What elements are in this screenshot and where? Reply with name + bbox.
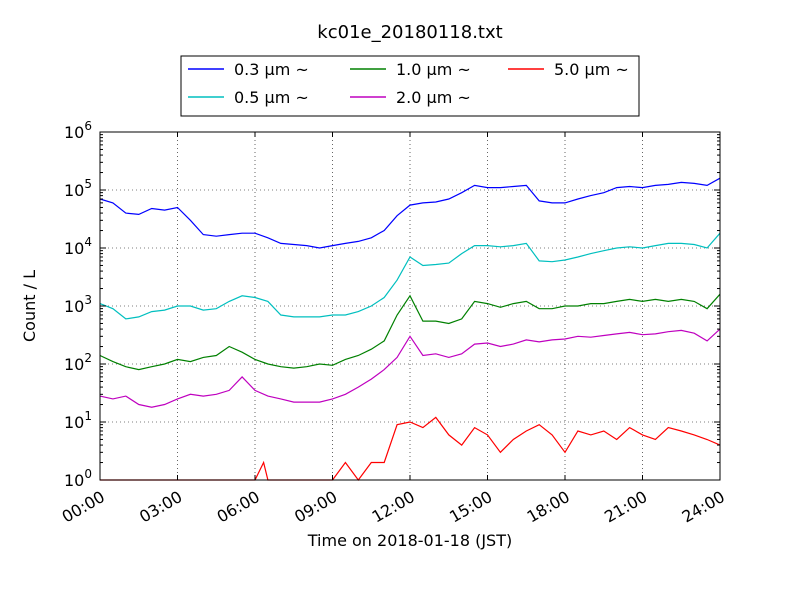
y-tick-label: 100 xyxy=(64,467,92,490)
x-tick-label: 00:00 xyxy=(59,487,108,527)
y-tick-label: 102 xyxy=(64,351,92,374)
legend: 0.3 μm ~ 0.5 μm ~ 1.0 μm ~ 2.0 μm ~ 5.0 μm ~ xyxy=(180,55,640,117)
y-tick-label: 103 xyxy=(64,293,92,316)
legend-label-0: 0.3 μm ~ xyxy=(234,60,309,79)
y-axis-label: Count / L xyxy=(20,270,39,342)
legend-label-2: 1.0 μm ~ xyxy=(396,60,471,79)
legend-label-1: 0.5 μm ~ xyxy=(234,88,309,107)
legend-label-4: 5.0 μm ~ xyxy=(554,60,629,79)
legend-label-3: 2.0 μm ~ xyxy=(396,88,471,107)
x-axis-label: Time on 2018-01-18 (JST) xyxy=(307,531,512,550)
series-lines xyxy=(99,177,721,482)
x-tick-label: 09:00 xyxy=(291,487,340,527)
chart-title: kc01e_20180118.txt xyxy=(317,22,502,43)
series-line-1 xyxy=(99,232,721,320)
x-tick-label: 21:00 xyxy=(601,487,650,527)
x-tick-label: 03:00 xyxy=(136,487,185,527)
y-tick-label: 106 xyxy=(64,119,92,142)
y-axis-ticks: 100 101 102 103 104 105 106 xyxy=(64,119,720,490)
x-axis-ticks: 00:00 03:00 06:00 09:00 12:00 15:00 18:00 21:00… xyxy=(59,132,728,527)
series-line-4 xyxy=(100,416,721,482)
x-tick-label: 24:00 xyxy=(679,487,728,527)
x-tick-label: 12:00 xyxy=(369,487,418,527)
y-tick-label: 104 xyxy=(64,235,92,258)
series-line-3 xyxy=(99,328,721,408)
legend-box xyxy=(180,55,640,117)
y-tick-label: 101 xyxy=(64,409,92,432)
series-line-2 xyxy=(99,293,721,371)
gridlines xyxy=(100,132,720,480)
x-tick-label: 06:00 xyxy=(214,487,263,527)
series-line-0 xyxy=(99,177,721,249)
x-tick-label: 15:00 xyxy=(446,487,495,527)
y-tick-label: 105 xyxy=(64,177,92,200)
x-tick-label: 18:00 xyxy=(524,487,573,527)
